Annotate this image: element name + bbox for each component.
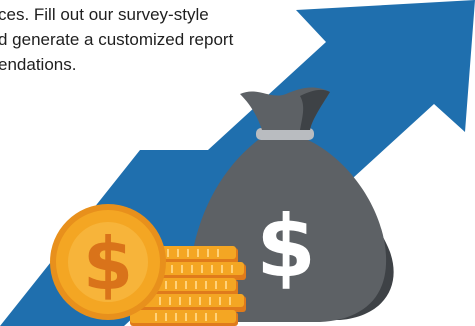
gold-coin-icon: $ — [50, 204, 166, 320]
intro-paragraph: ces. Fill out our survey-style d generat… — [0, 2, 358, 77]
bag-dollar-sign: $ — [256, 197, 316, 297]
intro-line-1: ces. Fill out our survey-style — [0, 5, 209, 24]
intro-line-3: endations. — [0, 55, 77, 74]
coin-dollar-sign: $ — [83, 222, 133, 306]
money-bag-icon: $ — [189, 87, 394, 322]
intro-line-2: d generate a customized report — [0, 30, 234, 49]
